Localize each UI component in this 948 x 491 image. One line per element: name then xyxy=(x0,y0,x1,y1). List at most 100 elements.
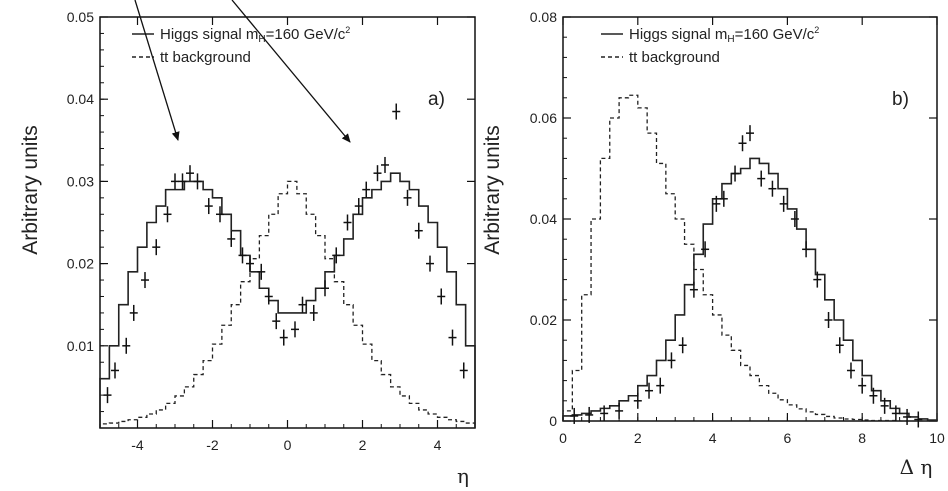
data-point-cross xyxy=(227,230,236,247)
data-point-cross xyxy=(141,272,149,289)
data-point-cross xyxy=(738,135,747,152)
data-point-cross xyxy=(459,362,468,379)
data-point-cross xyxy=(332,247,341,264)
data-point-cross xyxy=(712,195,721,212)
higgs-signal-histogram xyxy=(99,172,476,428)
panel-a-label: a) xyxy=(428,89,445,110)
y-tick-label: 0.03 xyxy=(67,173,94,189)
y-tick-label: 0.08 xyxy=(530,9,557,25)
panel-b-label: b) xyxy=(892,89,909,110)
data-point-cross xyxy=(291,321,299,338)
legend-label-main: Higgs signal m xyxy=(629,26,727,43)
legend-label-subscript: H xyxy=(258,34,265,45)
legend-label-subscript: H xyxy=(727,34,734,45)
data-point-cross xyxy=(645,382,654,399)
data-point-cross xyxy=(880,397,889,414)
data-point-cross xyxy=(354,198,363,215)
higgs-signal-histogram xyxy=(562,157,938,421)
data-point-cross xyxy=(891,405,900,422)
data-point-cross xyxy=(858,377,867,394)
data-point-cross xyxy=(600,405,609,422)
data-point-cross xyxy=(321,280,329,297)
panel-b-y-axis-label: Arbitrary units xyxy=(481,125,504,255)
data-point-cross xyxy=(122,337,131,354)
data-point-cross xyxy=(813,271,822,288)
legend-label: Higgs signal mH=160 GeV/c2 xyxy=(629,25,819,45)
data-point-cross xyxy=(768,180,777,197)
x-tick-label: 0 xyxy=(559,430,567,446)
data-point-cross xyxy=(846,362,855,379)
data-point-cross xyxy=(570,407,579,424)
y-tick-label: 0.04 xyxy=(67,91,94,107)
data-point-cross xyxy=(779,195,788,212)
data-point-cross xyxy=(264,288,273,305)
x-tick-label: 10 xyxy=(929,430,945,446)
y-tick-label: 0.01 xyxy=(67,338,94,354)
data-point-cross xyxy=(802,241,811,258)
legend-label-superscript: 2 xyxy=(814,25,819,35)
legend-label: tt background xyxy=(629,49,720,66)
panel-a-x-axis-label: η xyxy=(457,464,469,488)
data-point-cross xyxy=(656,377,665,394)
arrow-left-peak xyxy=(134,0,180,141)
x-tick-label: 8 xyxy=(858,430,866,446)
x-tick-label: 6 xyxy=(784,430,792,446)
panel-b-x-axis-label: Δ η xyxy=(900,455,933,479)
x-tick-label: 2 xyxy=(359,437,367,453)
panel-a-y-axis-label: Arbitrary units xyxy=(19,125,42,255)
data-point-cross xyxy=(757,170,766,187)
data-point-cross xyxy=(448,329,457,346)
data-point-cross xyxy=(678,337,687,354)
data-point-cross xyxy=(869,387,878,404)
y-tick-label: 0.02 xyxy=(530,312,557,328)
data-point-cross xyxy=(437,288,446,305)
data-point-cross xyxy=(204,198,213,215)
y-tick-label: 0 xyxy=(549,413,557,429)
data-point-cross xyxy=(914,411,923,428)
data-point-cross xyxy=(824,312,833,328)
data-point-cross xyxy=(426,255,434,272)
data-point-cross xyxy=(719,190,728,207)
data-point-cross xyxy=(689,281,698,298)
data-point-cross xyxy=(381,156,389,173)
data-point-cross xyxy=(163,206,172,223)
legend-label-main: Higgs signal m xyxy=(160,26,258,43)
data-point-cross xyxy=(111,362,119,379)
data-point-cross xyxy=(835,337,844,354)
legend-label: tt background xyxy=(160,49,251,66)
x-tick-label: -2 xyxy=(206,437,219,453)
arrow-right-peak xyxy=(231,0,351,143)
data-point-cross xyxy=(403,189,412,206)
data-point-cross xyxy=(246,255,254,272)
data-point-cross xyxy=(903,408,912,425)
y-tick-label: 0.02 xyxy=(67,256,94,272)
data-point-cross xyxy=(731,165,740,182)
data-point-cross xyxy=(373,165,382,182)
data-point-cross xyxy=(298,296,307,313)
data-point-cross xyxy=(178,173,187,190)
data-point-cross xyxy=(238,247,247,264)
y-tick-label: 0.06 xyxy=(530,110,557,126)
data-point-cross xyxy=(129,304,138,321)
legend-label-main: tt background xyxy=(629,49,720,66)
data-point-cross xyxy=(362,181,371,198)
panel-a-legend: Higgs signal mH=160 GeV/c2 tt background xyxy=(132,25,350,66)
legend-label-rest: =160 GeV/c xyxy=(266,26,346,43)
data-point-cross xyxy=(279,329,288,346)
data-point-cross xyxy=(746,125,754,142)
x-tick-label: 4 xyxy=(434,437,442,453)
data-point-cross xyxy=(633,392,642,409)
data-point-cross xyxy=(392,103,401,120)
panel-a: -4 -2 0 2 4 0.01 0.02 0.03 0.04 0.05 Higgs signal… xyxy=(19,9,476,488)
peak-arrows xyxy=(134,0,351,143)
data-point-cross xyxy=(615,402,624,419)
data-point-cross xyxy=(216,206,224,223)
panel-b-tick-labels: 0 2 4 6 8 10 0 0.02 0.04 0.06 0.08 xyxy=(530,9,945,446)
legend-label-rest: =160 GeV/c xyxy=(735,26,815,43)
legend-label: Higgs signal mH=160 GeV/c2 xyxy=(160,25,350,45)
data-point-cross xyxy=(414,222,423,239)
panel-b: 0 2 4 6 8 10 0 0.02 0.04 0.06 0.08 Higgs signal mH… xyxy=(481,9,945,479)
data-point-cross xyxy=(309,304,318,321)
data-point-cross xyxy=(667,352,676,369)
